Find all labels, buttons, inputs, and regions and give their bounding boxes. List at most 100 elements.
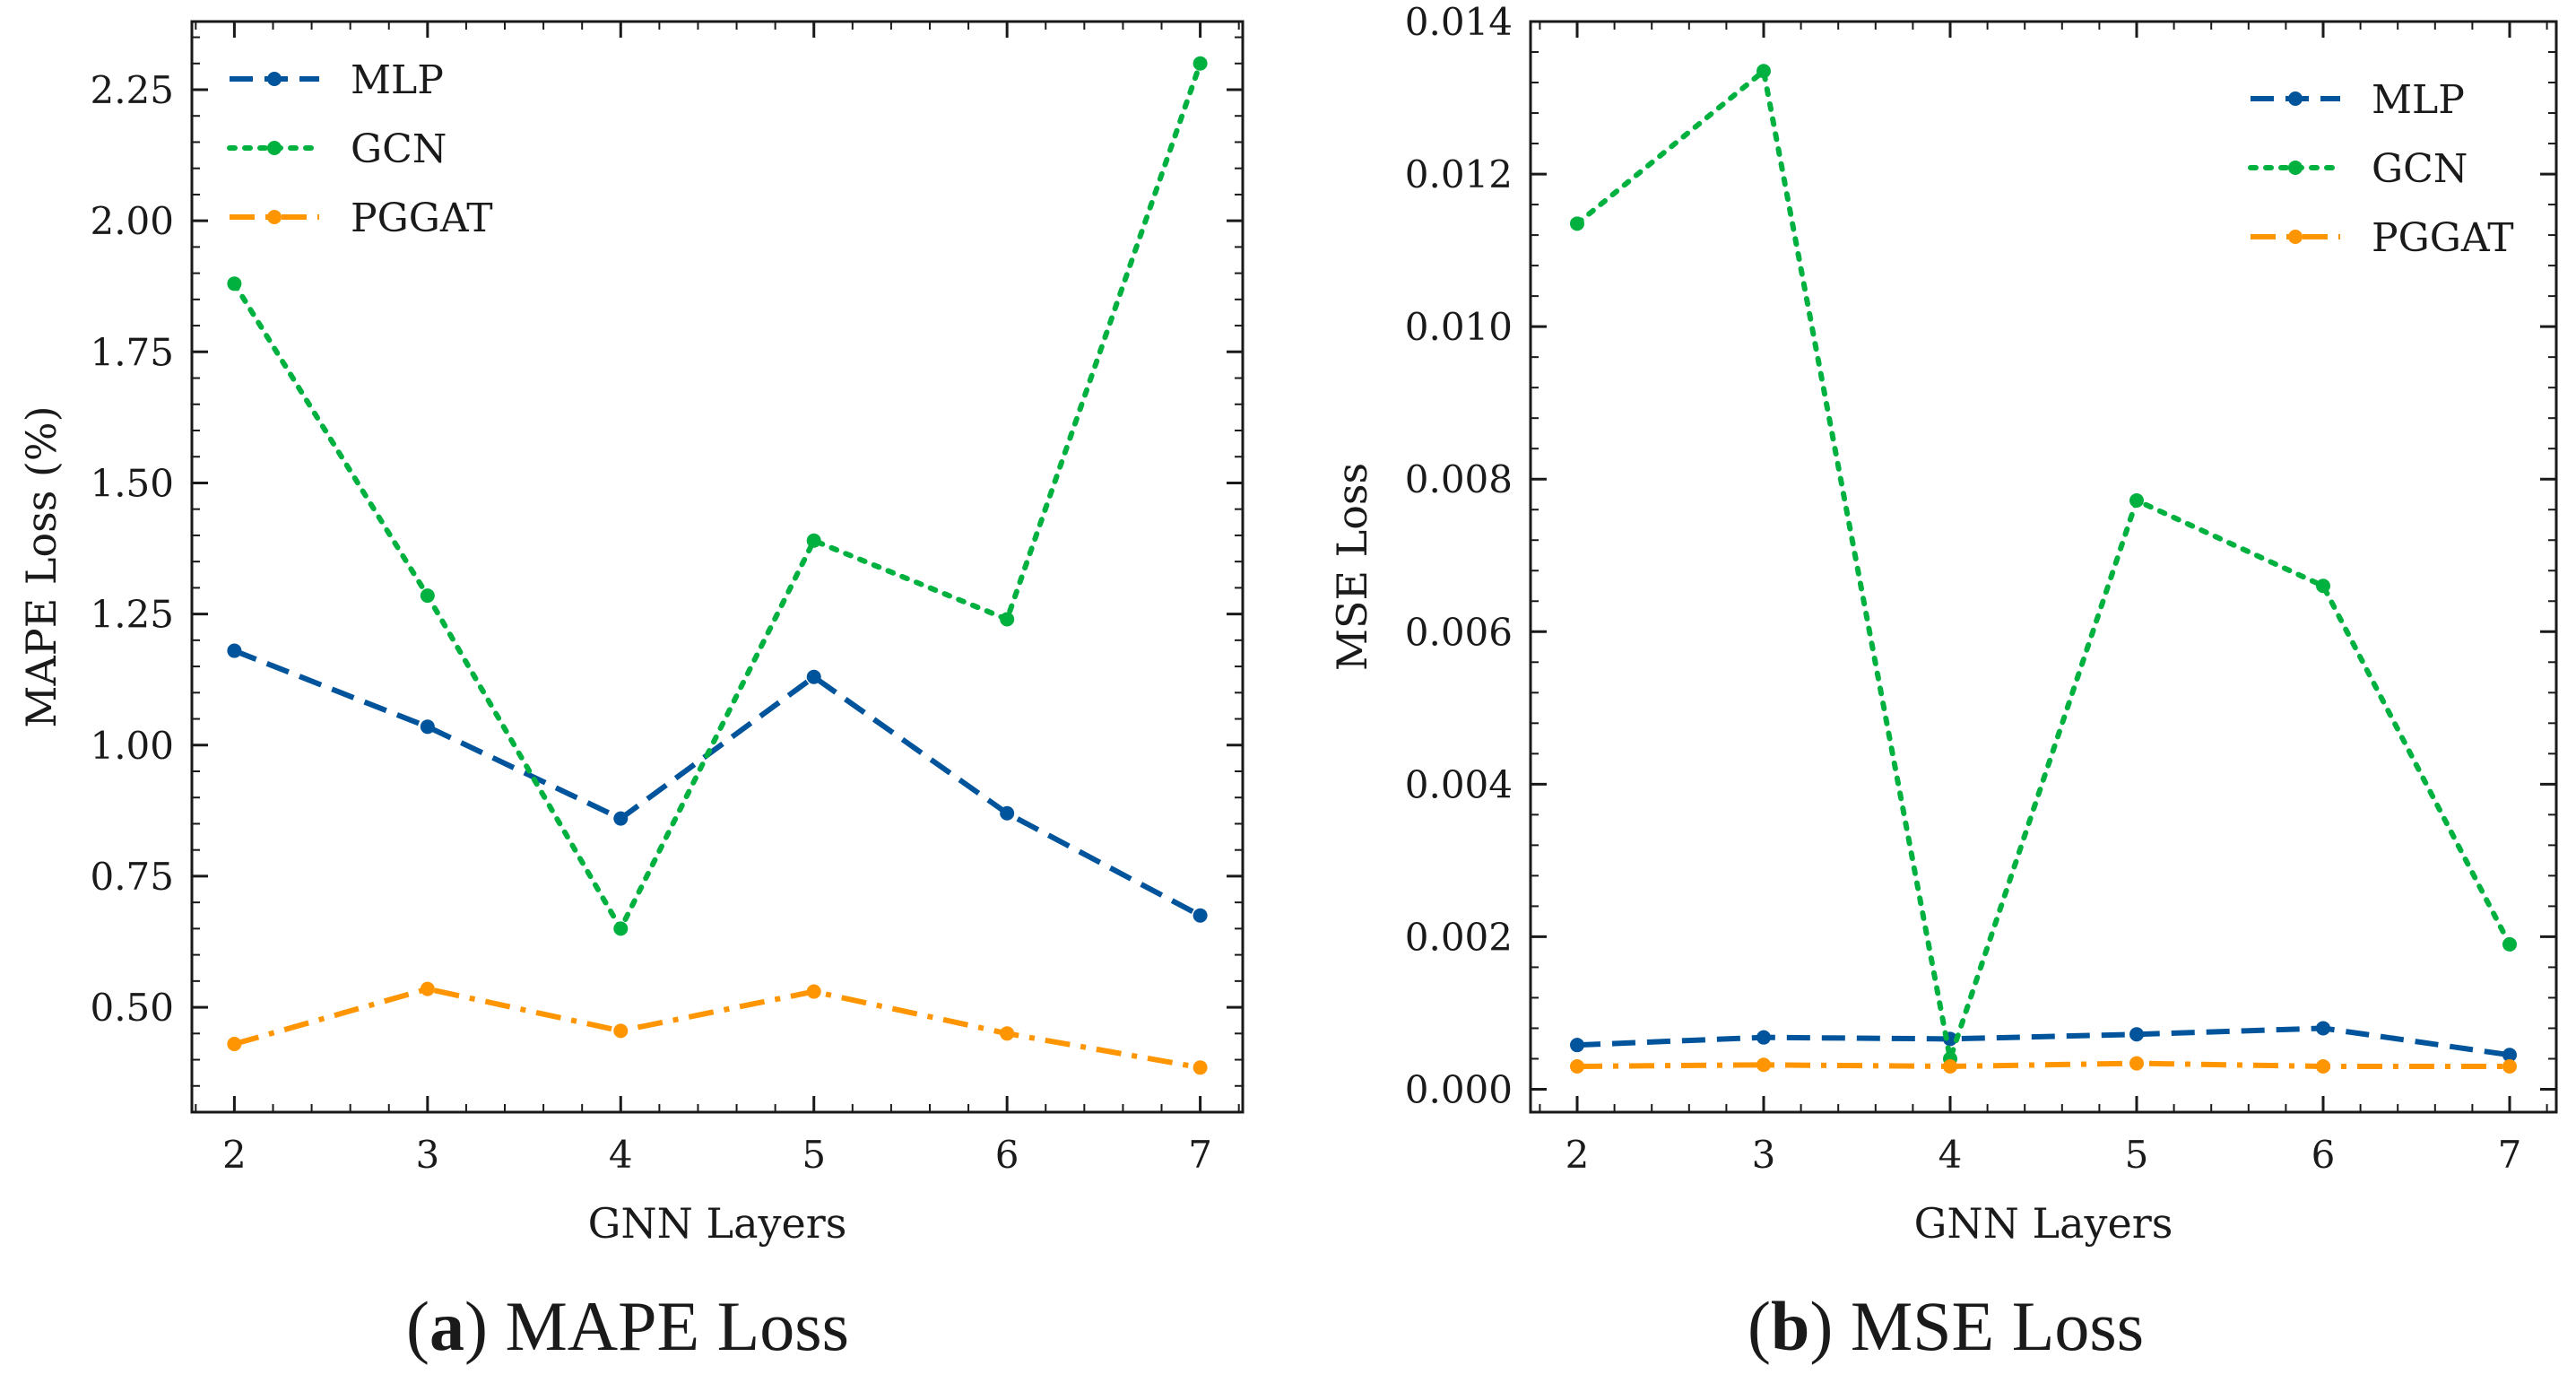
legend-label-pggat: PGGAT bbox=[2372, 215, 2514, 261]
series-line-pggat bbox=[233, 986, 1201, 1071]
data-point-gcn bbox=[1193, 56, 1208, 71]
x-tick-label: 7 bbox=[2498, 1133, 2522, 1177]
data-point-mlp bbox=[2316, 1021, 2330, 1036]
data-point-pggat bbox=[2316, 1058, 2330, 1074]
y-tick-label: 0.004 bbox=[1405, 762, 1513, 806]
data-point-mlp bbox=[227, 643, 242, 658]
y-tick-label: 0.75 bbox=[90, 855, 174, 899]
x-tick-label: 4 bbox=[609, 1133, 633, 1177]
mape-x-axis-title: GNN Layers bbox=[588, 1199, 847, 1248]
x-tick-label: 4 bbox=[1939, 1133, 1963, 1177]
y-tick-label: 0.014 bbox=[1405, 0, 1513, 44]
mape-ticks: 2 3 4 5 6 7 0.50 0.75 1.00 1.25 1.50 1.75 2.00 2.25 bbox=[90, 22, 1243, 1177]
legend-marker-gcn bbox=[267, 141, 282, 155]
y-tick-label: 1.25 bbox=[90, 593, 174, 637]
y-tick-label: 0.000 bbox=[1405, 1067, 1513, 1111]
data-point-gcn bbox=[2316, 578, 2330, 594]
data-point-mlp bbox=[1000, 805, 1015, 821]
x-tick-label: 6 bbox=[995, 1133, 1019, 1177]
y-tick-label: 0.006 bbox=[1405, 610, 1513, 654]
data-point-gcn bbox=[2129, 493, 2144, 509]
x-tick-label: 6 bbox=[2311, 1133, 2336, 1177]
series-line-gcn bbox=[1574, 65, 2512, 1070]
mape-caption: (a) MAPE Loss bbox=[406, 1287, 849, 1365]
legend-marker-mlp bbox=[2288, 91, 2303, 106]
x-tick-label: 3 bbox=[1752, 1133, 1776, 1177]
data-point-gcn bbox=[2502, 936, 2517, 952]
data-point-pggat bbox=[420, 981, 435, 996]
y-tick-label: 0.50 bbox=[90, 986, 174, 1030]
mse-panel: 2 3 4 5 6 7 0.000 0.002 0.004 0.006 0.008 0.010 0.01… bbox=[1328, 0, 2558, 1365]
y-tick-label: 2.25 bbox=[90, 68, 174, 112]
legend-marker-pggat bbox=[2288, 230, 2303, 244]
data-point-mlp bbox=[1756, 1030, 1771, 1045]
data-point-pggat bbox=[1570, 1058, 1584, 1074]
caption-letter: b bbox=[1771, 1287, 1809, 1365]
x-tick-label: 2 bbox=[1566, 1133, 1590, 1177]
data-point-pggat bbox=[1756, 1057, 1771, 1073]
mape-plot-frame bbox=[190, 20, 1245, 1114]
data-point-mlp bbox=[613, 811, 629, 826]
y-tick-label: 0.002 bbox=[1405, 915, 1513, 959]
mape-legend: MLP GCN PGGAT bbox=[227, 57, 493, 241]
data-point-pggat bbox=[2502, 1058, 2517, 1074]
mse-plot-frame bbox=[1529, 20, 2558, 1114]
mape-panel: 2 3 4 5 6 7 0.50 0.75 1.00 1.25 1.50 1.75 2.00 2.25 G… bbox=[17, 20, 1245, 1365]
data-point-pggat bbox=[1000, 1026, 1015, 1041]
mse-series-layer bbox=[1570, 64, 2517, 1074]
caption-close-paren: ) bbox=[1809, 1287, 1833, 1365]
data-point-mlp bbox=[806, 669, 821, 684]
mse-y-axis-title: MSE Loss bbox=[1328, 463, 1376, 671]
legend-label-pggat: PGGAT bbox=[351, 196, 493, 241]
x-tick-label: 3 bbox=[415, 1133, 439, 1177]
data-point-mlp bbox=[420, 719, 435, 735]
y-tick-label: 0.012 bbox=[1405, 152, 1513, 196]
data-point-gcn bbox=[1756, 64, 1771, 79]
y-tick-label: 0.010 bbox=[1405, 305, 1513, 349]
mse-legend: MLP GCN PGGAT bbox=[2248, 77, 2514, 261]
caption-text: MSE Loss bbox=[1833, 1287, 2144, 1365]
data-point-pggat bbox=[227, 1037, 242, 1051]
data-point-gcn bbox=[1000, 612, 1015, 627]
data-point-gcn bbox=[806, 533, 821, 548]
data-point-pggat bbox=[1193, 1060, 1208, 1075]
mse-ticks: 2 3 4 5 6 7 0.000 0.002 0.004 0.006 0.008 0.010 0.01… bbox=[1405, 0, 2556, 1177]
y-tick-label: 0.008 bbox=[1405, 457, 1513, 501]
series-line-mlp bbox=[233, 648, 1202, 918]
y-tick-label: 1.75 bbox=[90, 330, 174, 374]
legend-marker-pggat bbox=[267, 210, 282, 224]
legend-label-gcn: GCN bbox=[2372, 146, 2468, 192]
x-tick-label: 5 bbox=[802, 1133, 826, 1177]
mape-y-axis-title: MAPE Loss (%) bbox=[17, 405, 65, 727]
data-point-mlp bbox=[1570, 1038, 1584, 1053]
legend-label-gcn: GCN bbox=[351, 126, 447, 172]
data-point-gcn bbox=[613, 921, 629, 936]
legend-label-mlp: MLP bbox=[351, 57, 444, 103]
data-point-mlp bbox=[1193, 908, 1208, 923]
caption-open-paren: ( bbox=[1748, 1287, 1771, 1365]
x-tick-label: 5 bbox=[2125, 1133, 2149, 1177]
data-point-pggat bbox=[2129, 1056, 2144, 1071]
caption-close-paren: ) bbox=[464, 1287, 488, 1365]
data-point-gcn bbox=[1570, 216, 1584, 231]
series-line-mlp bbox=[1576, 1025, 2511, 1058]
x-tick-label: 7 bbox=[1188, 1133, 1212, 1177]
legend-label-mlp: MLP bbox=[2372, 77, 2465, 123]
data-point-mlp bbox=[2502, 1048, 2517, 1063]
y-tick-label: 1.00 bbox=[90, 724, 174, 768]
caption-open-paren: ( bbox=[406, 1287, 429, 1365]
legend-marker-gcn bbox=[2288, 161, 2303, 175]
caption-text: MAPE Loss bbox=[488, 1287, 849, 1365]
data-point-pggat bbox=[613, 1023, 629, 1039]
series-line-gcn bbox=[231, 60, 1203, 935]
data-point-pggat bbox=[806, 984, 821, 999]
x-tick-label: 2 bbox=[222, 1133, 247, 1177]
y-tick-label: 1.50 bbox=[90, 461, 174, 505]
legend-marker-mlp bbox=[267, 72, 282, 86]
mse-x-axis-title: GNN Layers bbox=[1914, 1199, 2173, 1248]
data-point-gcn bbox=[227, 276, 242, 291]
series-line-pggat bbox=[1576, 1060, 2510, 1069]
data-point-mlp bbox=[2129, 1027, 2144, 1042]
data-point-pggat bbox=[1943, 1058, 1957, 1074]
